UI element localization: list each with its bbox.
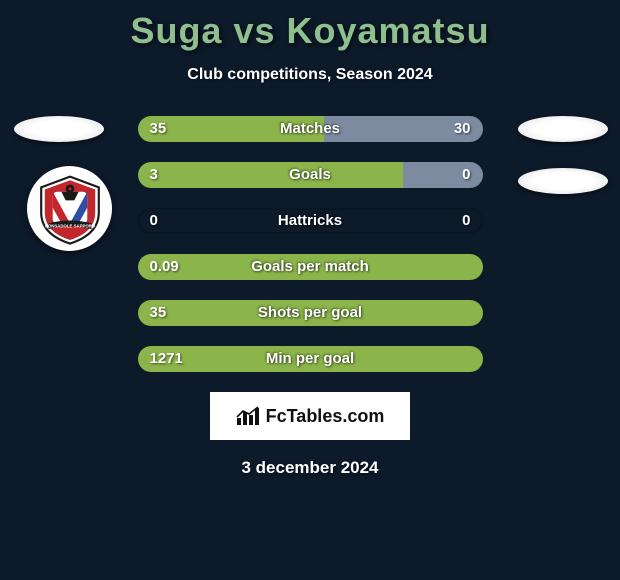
content-area: CONSADOLE SAPPORO 35 Matches 30 3 Goals … — [0, 116, 620, 478]
bar-left — [138, 162, 404, 188]
bar-row-spg: 35 Shots per goal — [138, 300, 483, 326]
club-badge-left: CONSADOLE SAPPORO — [27, 166, 112, 251]
flag-left-top — [14, 116, 104, 142]
consadole-sapporo-icon: CONSADOLE SAPPORO — [34, 173, 106, 245]
bar-value-right: 0 — [462, 208, 470, 234]
bar-row-matches: 35 Matches 30 — [138, 116, 483, 142]
bar-label: Hattricks — [138, 208, 483, 234]
bar-left — [138, 346, 483, 372]
bar-right — [324, 116, 483, 142]
svg-text:CONSADOLE SAPPORO: CONSADOLE SAPPORO — [44, 223, 95, 228]
fctables-brand-text: FcTables.com — [266, 406, 385, 427]
flag-right-top — [518, 116, 608, 142]
bar-right — [403, 162, 482, 188]
comparison-bars: 35 Matches 30 3 Goals 0 0 Hattricks 0 0.… — [138, 116, 483, 372]
bar-left — [138, 116, 324, 142]
bar-left — [138, 254, 483, 280]
bar-row-gpm: 0.09 Goals per match — [138, 254, 483, 280]
flag-right-mid — [518, 168, 608, 194]
page-title: Suga vs Koyamatsu — [0, 0, 620, 52]
bar-row-hattricks: 0 Hattricks 0 — [138, 208, 483, 234]
bars-icon — [236, 406, 260, 426]
page-subtitle: Club competitions, Season 2024 — [0, 66, 620, 84]
bar-row-goals: 3 Goals 0 — [138, 162, 483, 188]
bar-row-mpg: 1271 Min per goal — [138, 346, 483, 372]
bar-value-left: 0 — [150, 208, 158, 234]
fctables-box: FcTables.com — [210, 392, 410, 440]
bar-left — [138, 300, 483, 326]
footer-date: 3 december 2024 — [0, 458, 620, 478]
